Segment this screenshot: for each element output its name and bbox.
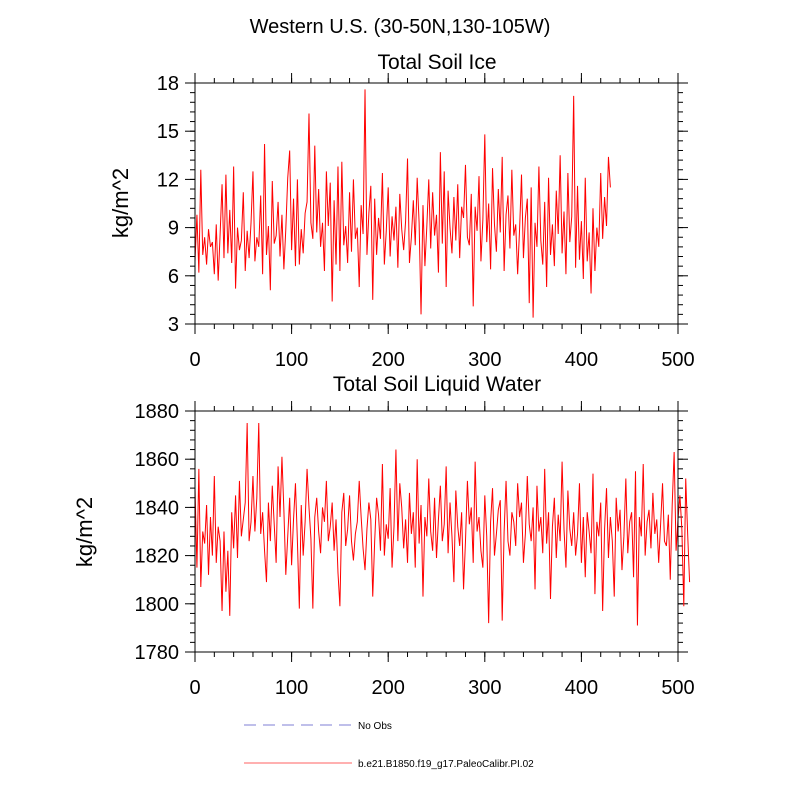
soil-ice-plot-frame — [194, 82, 679, 325]
soil-ice-y-tick-label: 6 — [168, 266, 179, 288]
soil-ice-x-tick-label: 200 — [372, 349, 405, 371]
soil-liquid-water-plot-area — [194, 423, 691, 626]
soil-liquid-water-x-tick-label: 400 — [565, 677, 598, 699]
soil-liquid-water-title: Total Soil Liquid Water — [333, 373, 541, 396]
soil-liquid-water-y-tick-label: 1820 — [135, 546, 180, 568]
soil-liquid-water-y-tick-label: 1840 — [135, 497, 180, 519]
soil-ice-title: Total Soil Ice — [377, 51, 496, 74]
legend: No Obs b.e21.B1850.f19_g17.PaleoCalibr.P… — [244, 721, 534, 770]
soil-liquid-water-panel: Total Soil Liquid Water kg/m^2 0 100 200 30… — [72, 373, 695, 699]
soil-liquid-water-y-axis-label: kg/m^2 — [72, 497, 97, 567]
soil-ice-panel: Total Soil Ice kg/m^2 0 100 200 300 400 500 3 6… — [108, 51, 695, 371]
soil-ice-y-axis-label: kg/m^2 — [108, 168, 133, 238]
soil-ice-x-tick-label: 400 — [565, 349, 598, 371]
soil-ice-series-line — [194, 89, 611, 318]
soil-liquid-water-y-tick-label: 1860 — [135, 449, 180, 471]
soil-liquid-water-x-tick-label: 0 — [189, 677, 200, 699]
soil-ice-x-tick-label: 500 — [661, 349, 694, 371]
legend-no-obs-label: No Obs — [358, 721, 392, 732]
soil-ice-plot-area — [194, 89, 611, 318]
soil-liquid-water-axes: 0 100 200 300 400 500 1780 1800 1820 1840 1860 1880 — [135, 401, 695, 699]
soil-liquid-water-y-tick-label: 1800 — [135, 594, 180, 616]
soil-ice-y-tick-label: 12 — [157, 169, 179, 191]
figure-title: Western U.S. (30-50N,130-105W) — [250, 16, 551, 38]
soil-liquid-water-y-tick-label: 1780 — [135, 642, 180, 664]
soil-ice-y-tick-label: 18 — [157, 73, 179, 95]
soil-ice-x-tick-label: 100 — [275, 349, 308, 371]
soil-ice-x-tick-label: 300 — [468, 349, 501, 371]
soil-ice-axes: 0 100 200 300 400 500 3 6 9 12 15 18 — [157, 73, 695, 371]
soil-ice-y-tick-label: 9 — [168, 218, 179, 240]
soil-liquid-water-series-line — [194, 423, 691, 626]
soil-ice-y-tick-label: 15 — [157, 121, 179, 143]
soil-liquid-water-y-tick-label: 1880 — [135, 401, 180, 423]
soil-ice-x-tick-label: 0 — [189, 349, 200, 371]
soil-liquid-water-x-tick-label: 100 — [275, 677, 308, 699]
legend-run-label: b.e21.B1850.f19_g17.PaleoCalibr.PI.02 — [358, 759, 534, 770]
soil-liquid-water-plot-frame — [194, 410, 679, 653]
soil-liquid-water-x-tick-label: 300 — [468, 677, 501, 699]
soil-liquid-water-x-tick-label: 200 — [372, 677, 405, 699]
soil-ice-y-tick-label: 3 — [168, 314, 179, 336]
soil-liquid-water-x-tick-label: 500 — [661, 677, 694, 699]
